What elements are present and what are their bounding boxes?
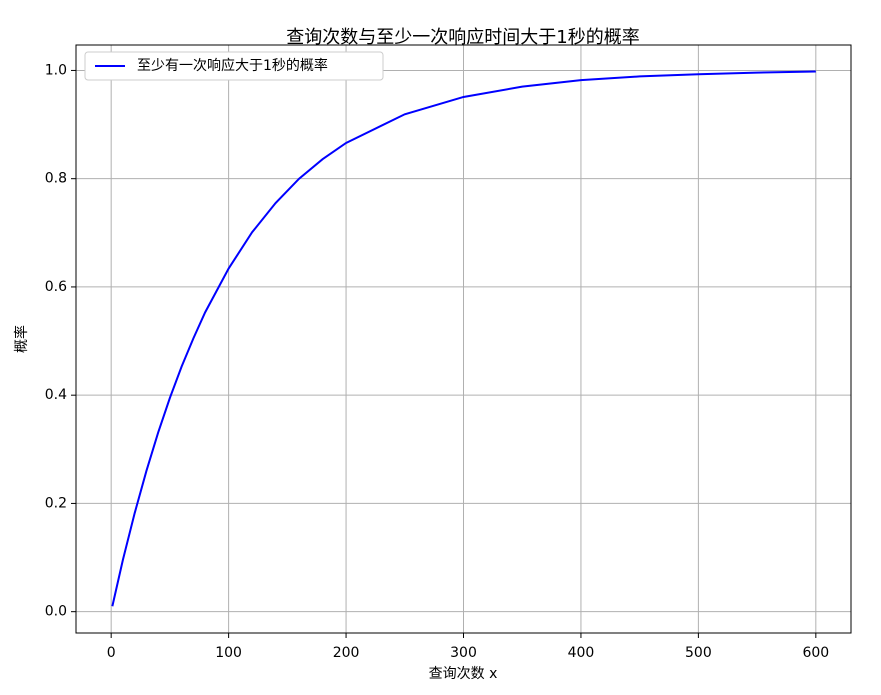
x-tick-label: 500 <box>685 645 712 661</box>
y-tick-label: 0.4 <box>45 387 67 403</box>
x-axis-label: 查询次数 x <box>429 666 498 682</box>
x-tick-label: 300 <box>450 645 477 661</box>
x-tick-label: 400 <box>568 645 595 661</box>
y-tick-label: 0.8 <box>45 171 67 187</box>
y-tick-label: 0.0 <box>45 604 67 620</box>
y-tick-label: 0.2 <box>45 495 67 511</box>
y-tick-label: 1.0 <box>45 62 67 78</box>
x-tick-label: 600 <box>802 645 829 661</box>
x-tick-label: 200 <box>333 645 360 661</box>
legend-label: 至少有一次响应大于1秒的概率 <box>137 57 328 74</box>
x-tick-label: 100 <box>215 645 242 661</box>
legend: 至少有一次响应大于1秒的概率 <box>84 51 384 81</box>
x-tick-label: 0 <box>107 645 116 661</box>
y-tick-label: 0.6 <box>45 279 67 295</box>
legend-box <box>84 51 384 81</box>
plot-frame <box>75 44 852 634</box>
chart-title: 查询次数与至少一次响应时间大于1秒的概率 <box>286 27 639 48</box>
y-axis-label: 概率 <box>13 325 30 353</box>
line <box>111 70 816 607</box>
